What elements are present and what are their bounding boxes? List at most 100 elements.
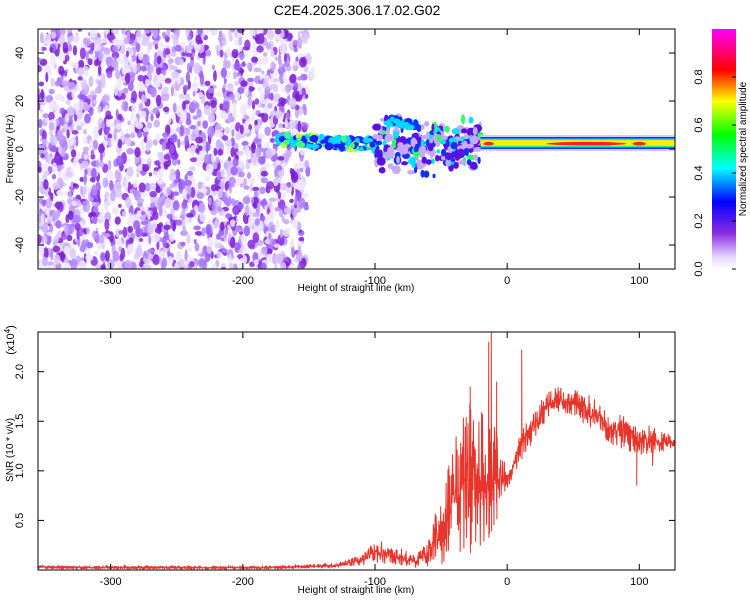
noise-blob <box>140 211 146 216</box>
noise-blob <box>45 197 53 209</box>
signal-blob <box>409 156 417 166</box>
noise-blob <box>220 67 227 79</box>
noise-blob <box>76 108 84 120</box>
signal-blob <box>375 140 383 146</box>
noise-blob <box>252 232 260 243</box>
noise-blob <box>274 66 278 78</box>
noise-blob <box>274 261 278 269</box>
noise-blob <box>80 185 84 196</box>
noise-blob <box>114 216 121 225</box>
noise-blob <box>204 80 211 86</box>
noise-blob <box>155 133 160 142</box>
noise-blob <box>279 42 287 55</box>
noise-blob <box>179 58 184 66</box>
noise-blob <box>260 246 268 255</box>
noise-blob <box>137 212 142 218</box>
noise-blob <box>226 147 231 155</box>
noise-blob <box>213 162 218 170</box>
noise-blob <box>212 191 218 196</box>
noise-blob <box>149 182 157 191</box>
noise-blob <box>85 49 90 61</box>
noise-blob <box>127 225 134 233</box>
noise-blob <box>302 103 307 111</box>
signal-blob <box>401 161 409 166</box>
noise-blob <box>141 53 150 66</box>
noise-blob <box>274 224 278 235</box>
noise-blob <box>237 86 245 95</box>
noise-blob <box>141 110 147 119</box>
noise-blob <box>82 185 88 195</box>
noise-blob <box>67 198 73 205</box>
noise-blob <box>43 34 52 45</box>
noise-blob <box>198 91 203 98</box>
noise-blob <box>223 58 228 71</box>
noise-blob <box>55 209 61 216</box>
noise-blob <box>145 139 150 152</box>
noise-blob <box>138 182 146 193</box>
noise-blob <box>102 233 111 238</box>
noise-blob <box>257 201 261 212</box>
noise-blob <box>38 234 42 245</box>
noise-blob <box>136 63 141 72</box>
noise-blob <box>274 29 282 35</box>
signal-blob <box>453 161 459 169</box>
noise-blob <box>137 37 142 44</box>
signal-blob <box>463 134 470 139</box>
noise-blob <box>248 85 254 93</box>
noise-blob <box>232 100 237 111</box>
noise-blob <box>163 132 168 144</box>
spectrogram-xtick-label: 0 <box>504 275 510 287</box>
signal-blob <box>473 146 482 152</box>
noise-blob <box>280 192 286 200</box>
noise-blob <box>62 80 70 86</box>
noise-blob <box>250 143 256 150</box>
noise-blob <box>259 215 266 222</box>
noise-blob <box>148 234 152 245</box>
noise-blob <box>297 120 302 133</box>
noise-blob <box>179 258 185 268</box>
signal-blob <box>407 170 416 175</box>
noise-blob <box>70 181 74 189</box>
noise-blob <box>38 65 42 73</box>
noise-blob <box>136 131 143 139</box>
noise-blob <box>240 234 247 245</box>
noise-blob <box>213 147 218 156</box>
noise-blob <box>192 90 196 97</box>
noise-blob <box>290 238 295 248</box>
chart-title: C2E4.2025.306.17.02.G02 <box>273 2 441 18</box>
noise-blob <box>202 262 207 269</box>
noise-blob <box>243 113 248 121</box>
noise-blob <box>281 152 290 163</box>
noise-blob <box>234 182 240 187</box>
noise-blob <box>141 232 148 237</box>
noise-blob <box>49 134 58 146</box>
noise-blob <box>86 241 94 249</box>
noise-blob <box>233 62 241 71</box>
noise-blob <box>226 165 232 178</box>
noise-blob <box>170 85 175 97</box>
noise-blob <box>221 87 226 94</box>
noise-blob <box>132 179 138 188</box>
noise-blob <box>185 52 193 57</box>
noise-blob <box>104 200 109 213</box>
noise-blob <box>127 244 135 254</box>
noise-blob <box>47 261 55 266</box>
noise-blob <box>100 264 106 269</box>
noise-blob <box>113 84 119 96</box>
noise-blob <box>196 192 205 200</box>
noise-blob <box>193 225 201 231</box>
noise-blob <box>145 236 149 243</box>
noise-blob <box>143 264 152 269</box>
noise-blob <box>132 252 139 261</box>
signal-blob <box>387 163 394 170</box>
noise-blob <box>84 104 91 110</box>
noise-blob <box>167 256 174 265</box>
noise-blob <box>211 151 215 164</box>
noise-blob <box>272 161 278 168</box>
noise-blob <box>126 166 134 177</box>
noise-blob <box>53 235 60 243</box>
noise-blob <box>182 127 189 134</box>
noise-blob <box>233 242 241 251</box>
signal-blob <box>450 157 456 163</box>
noise-blob <box>184 179 192 187</box>
